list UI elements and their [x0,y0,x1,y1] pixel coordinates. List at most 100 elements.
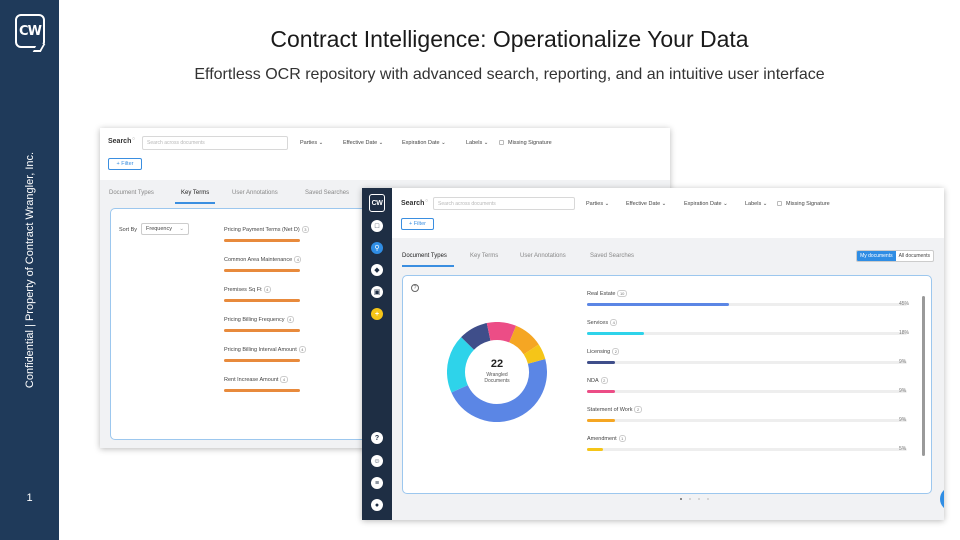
users-icon[interactable]: ☺ [371,455,383,467]
category-bar [587,303,730,306]
tab-key-terms[interactable]: Key Terms [181,190,210,196]
tab-saved-searches[interactable]: Saved Searches [305,190,350,196]
key-term-label[interactable]: Pricing Billing Frequency 4 [224,316,294,323]
effective-date-filter[interactable]: Effective Date ⌄ [626,201,667,207]
category-label[interactable]: Amendment 1 [587,435,626,442]
key-term-label[interactable]: Common Area Maintenance 4 [224,256,302,263]
category-count: 1 [618,435,626,442]
category-count: 2 [634,406,642,413]
slide-number: 1 [26,492,33,504]
category-name: Services [587,320,609,326]
category-percent: 18% [899,330,910,336]
add-filter-button[interactable]: + Filter [108,158,142,170]
document-types-screenshot: CW □ ⚲ ◆ ▣ + ? ☺ ≡ ● Search ○ Search acr… [362,188,944,520]
category-bar [587,419,616,422]
help-icon[interactable]: ? [371,432,383,444]
category-bar [587,332,644,335]
search-label: Search [108,138,132,145]
key-term-text: Rent Increase Amount [224,377,279,383]
key-term-bar [224,359,300,362]
key-term-label[interactable]: Pricing Payment Terms (Net D) 3 [224,226,309,233]
category-count: 2 [612,348,620,355]
category-label[interactable]: Services 4 [587,319,618,326]
search-input[interactable]: Search across documents [142,136,288,150]
key-term-count: 4 [280,376,288,383]
add-filter-button[interactable]: + Filter [401,218,434,230]
parties-filter[interactable]: Parties ⌄ [586,201,610,207]
key-term-bar [224,389,300,392]
expiration-date-filter[interactable]: Expiration Date ⌄ [684,201,728,207]
category-label[interactable]: Statement of Work 2 [587,406,642,413]
donut-total: 22 [490,358,504,370]
category-bar-track [587,303,907,306]
tag-icon[interactable]: ◆ [371,264,383,276]
question-icon[interactable]: ? [411,284,419,292]
tab-user-annotations[interactable]: User Annotations [520,253,566,259]
app-sidenav: CW □ ⚲ ◆ ▣ + ? ☺ ≡ ● [362,188,392,520]
tab-document-types[interactable]: Document Types [109,190,154,196]
key-term-label[interactable]: Rent Increase Amount 4 [224,376,288,383]
search-header: Search ○ Search across documents Parties… [100,128,670,178]
document-icon[interactable]: ≡ [371,477,383,489]
donut-slice[interactable] [447,322,547,422]
category-bar [587,448,603,451]
plus-icon[interactable]: + [371,308,383,320]
effective-date-filter[interactable]: Effective Date ⌄ [343,140,384,146]
slide-subtitle: Effortless OCR repository with advanced … [194,66,825,83]
category-count: 2 [600,377,608,384]
category-label[interactable]: Real Estate 10 [587,290,627,297]
search-info-icon: ○ [425,198,429,204]
missing-signature-checkbox[interactable] [499,140,504,145]
category-name: Licensing [587,349,611,355]
missing-signature-label: Missing Signature [786,201,830,207]
category-percent: 9% [899,359,907,365]
donut-slice[interactable] [447,322,547,422]
category-name: Amendment [587,436,617,442]
category-count: 10 [617,290,627,297]
folder-icon[interactable]: □ [371,220,383,232]
parties-filter[interactable]: Parties ⌄ [300,140,324,146]
brand-sidebar: CW Confidential | Property of Contract W… [0,0,59,540]
key-term-count: 4 [286,316,294,323]
key-term-label[interactable]: Pricing Billing Interval Amount 4 [224,346,306,353]
search-icon[interactable]: ⚲ [371,242,383,254]
category-label[interactable]: Licensing 2 [587,348,620,355]
expiration-date-filter[interactable]: Expiration Date ⌄ [402,140,446,146]
page-dot[interactable] [680,498,682,500]
category-percent: 5% [899,446,907,452]
donut-caption: Wrangled Documents [447,372,547,384]
page-dot[interactable] [689,498,691,500]
my-documents-button[interactable]: My documents [857,251,896,261]
category-bar [587,390,616,393]
category-name: Statement of Work [587,407,633,413]
tab-saved-searches[interactable]: Saved Searches [590,253,635,259]
page-dot[interactable] [707,498,709,500]
missing-signature-checkbox[interactable] [777,201,782,206]
cw-app-logo: CW [369,194,385,212]
clipboard-icon[interactable]: ▣ [371,286,383,298]
pagination-dots [680,498,709,500]
key-term-count: 4 [263,286,271,293]
tab-document-types[interactable]: Document Types [402,253,447,259]
labels-filter[interactable]: Labels ⌄ [745,201,768,207]
search-input[interactable]: Search across documents [433,197,575,210]
chat-button[interactable] [940,487,944,511]
page-dot[interactable] [698,498,700,500]
tab-key-terms[interactable]: Key Terms [470,253,499,259]
category-label[interactable]: NDA 2 [587,377,608,384]
key-term-label[interactable]: Premises Sq Ft 4 [224,286,271,293]
missing-signature-label: Missing Signature [508,140,552,146]
key-term-text: Pricing Payment Terms (Net D) [224,227,300,233]
all-documents-button[interactable]: All documents [898,253,930,259]
category-bar-track [587,390,907,393]
sort-select[interactable]: Frequency ⌄ [141,223,189,235]
search-label: Search [401,200,425,207]
sort-by-label: Sort By [119,227,138,233]
panel-scrollbar[interactable] [922,296,925,456]
user-icon[interactable]: ● [371,499,383,511]
tab-user-annotations[interactable]: User Annotations [232,190,278,196]
sort-select-value: Frequency [146,226,172,232]
labels-filter[interactable]: Labels ⌄ [466,140,489,146]
donut-slice[interactable] [447,322,547,422]
